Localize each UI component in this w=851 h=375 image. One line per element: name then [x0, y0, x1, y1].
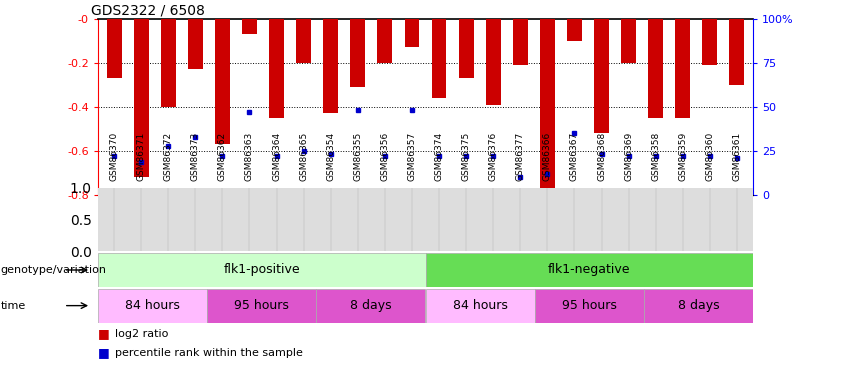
Text: 8 days: 8 days	[677, 299, 719, 312]
Bar	[431, 19, 447, 98]
Bar	[644, 289, 753, 322]
Text: 84 hours: 84 hours	[453, 299, 507, 312]
Bar	[323, 19, 338, 114]
Bar	[567, 19, 582, 41]
Bar	[207, 289, 317, 322]
Bar	[215, 19, 230, 144]
Bar	[188, 19, 203, 69]
Bar	[513, 19, 528, 65]
Text: log2 ratio: log2 ratio	[115, 329, 168, 339]
Bar	[134, 19, 149, 177]
Text: 95 hours: 95 hours	[562, 299, 617, 312]
Bar	[621, 19, 636, 63]
Bar	[351, 19, 365, 87]
Text: 84 hours: 84 hours	[125, 299, 180, 312]
Bar	[594, 19, 609, 134]
Bar	[296, 19, 311, 63]
Bar	[242, 19, 257, 34]
Text: 95 hours: 95 hours	[234, 299, 289, 312]
Text: flk1-positive: flk1-positive	[223, 264, 300, 276]
Bar	[317, 289, 426, 322]
Bar	[534, 289, 644, 322]
Text: 8 days: 8 days	[350, 299, 391, 312]
Bar	[702, 19, 717, 65]
Text: GDS2322 / 6508: GDS2322 / 6508	[91, 4, 205, 18]
Bar	[426, 253, 753, 287]
Bar	[378, 19, 392, 63]
Bar	[648, 19, 663, 118]
Bar	[98, 289, 207, 322]
Text: ■: ■	[98, 327, 110, 340]
Bar	[269, 19, 284, 118]
Bar	[98, 253, 426, 287]
Text: ■: ■	[98, 346, 110, 359]
Bar	[729, 19, 745, 85]
Bar	[426, 289, 534, 322]
Text: genotype/variation: genotype/variation	[1, 265, 107, 275]
Bar	[106, 19, 122, 78]
Text: time: time	[1, 301, 26, 310]
Bar	[540, 19, 555, 195]
Text: flk1-negative: flk1-negative	[548, 264, 631, 276]
Bar	[459, 19, 473, 78]
Bar	[676, 19, 690, 118]
Bar	[161, 19, 175, 107]
Bar	[404, 19, 420, 47]
Bar	[486, 19, 500, 105]
Text: percentile rank within the sample: percentile rank within the sample	[115, 348, 303, 357]
